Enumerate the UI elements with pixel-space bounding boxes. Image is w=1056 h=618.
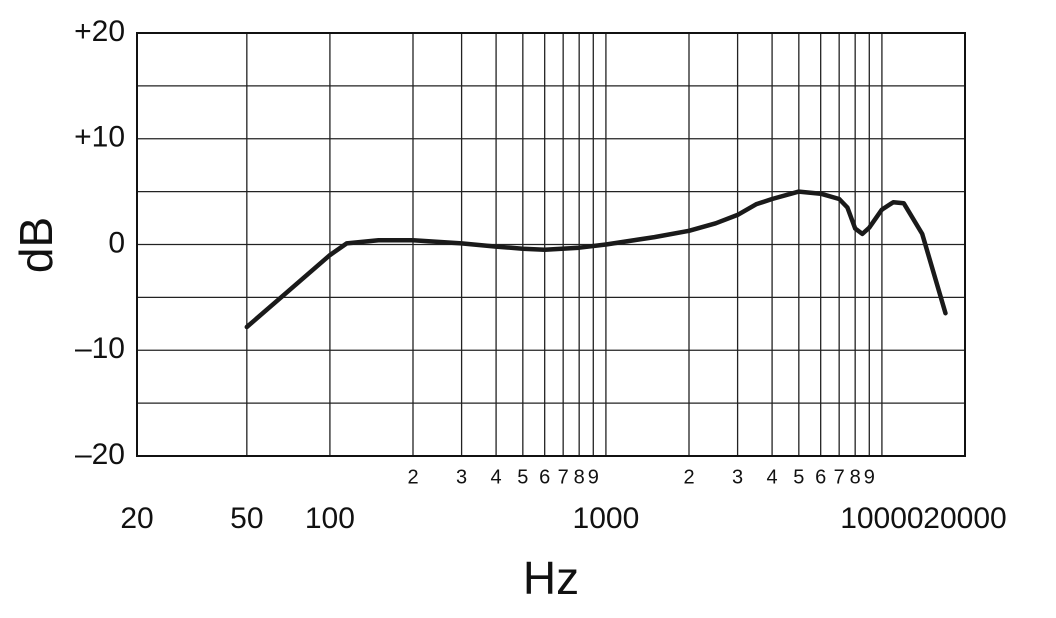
- y-tick-label: –10: [75, 332, 125, 365]
- x-minor-tick-label: 3: [456, 466, 467, 488]
- x-minor-tick-label: 4: [767, 466, 778, 488]
- x-minor-tick-label: 8: [574, 466, 585, 488]
- x-minor-tick-label: 5: [517, 466, 528, 488]
- x-tick-label: 50: [230, 502, 263, 535]
- x-minor-tick-label: 7: [834, 466, 845, 488]
- x-minor-tick-label: 3: [732, 466, 743, 488]
- plot-frame: [136, 32, 966, 457]
- x-minor-tick-label: 4: [491, 466, 502, 488]
- response-curve: [244, 189, 948, 330]
- x-minor-tick-label: 9: [864, 466, 875, 488]
- x-tick-label: 20000: [923, 502, 1006, 535]
- x-tick-label: 100: [305, 502, 355, 535]
- x-minor-tick-label: 8: [850, 466, 861, 488]
- x-minor-tick-label: 7: [558, 466, 569, 488]
- y-tick-label: –20: [75, 438, 125, 471]
- y-tick-label: +10: [74, 121, 125, 154]
- x-axis-label: Hz: [523, 552, 579, 604]
- x-minor-tick-label: 9: [588, 466, 599, 488]
- x-minor-tick-label: 2: [683, 466, 694, 488]
- x-minor-tick-label: 6: [539, 466, 550, 488]
- x-minor-tick-label: 5: [793, 466, 804, 488]
- x-tick-label: 1000: [573, 502, 640, 535]
- y-axis-label: dB: [10, 217, 62, 273]
- x-tick-label: 20: [120, 502, 153, 535]
- x-minor-tick-label: 6: [815, 466, 826, 488]
- x-minor-tick-label: 2: [407, 466, 418, 488]
- y-tick-label: +20: [74, 15, 125, 48]
- x-tick-label: 10000: [840, 502, 923, 535]
- y-tick-label: 0: [108, 226, 125, 259]
